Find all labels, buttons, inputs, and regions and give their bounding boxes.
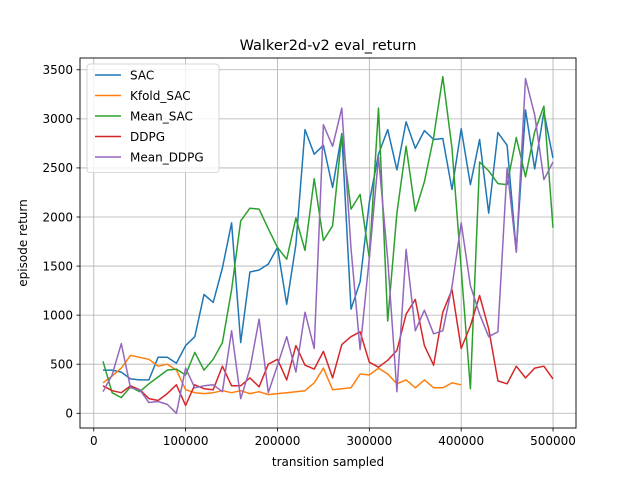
x-tick-label: 100000 xyxy=(163,434,209,448)
series-line-sac xyxy=(103,109,554,381)
axis-ticks: 0 100000 200000 300000 400000 500000 0 500 1000 1… xyxy=(42,63,575,448)
y-tick-label: 1500 xyxy=(42,259,73,273)
legend-label: Mean_DDPG xyxy=(130,150,204,164)
legend-label: Kfold_SAC xyxy=(130,89,191,103)
series-line-ddpg xyxy=(102,288,554,407)
x-tick-label: 0 xyxy=(90,434,98,448)
y-tick-label: 3500 xyxy=(42,63,73,77)
y-tick-label: 3000 xyxy=(42,112,73,126)
y-tick-label: 0 xyxy=(65,407,73,421)
y-tick-label: 1000 xyxy=(42,308,73,322)
chart-title: Walker2d-v2 eval_return xyxy=(240,38,417,54)
x-axis-label: transition sampled xyxy=(272,455,384,469)
y-axis-label: episode return xyxy=(16,199,30,286)
series-line-mean-ddpg xyxy=(102,77,554,415)
y-tick-label: 2000 xyxy=(42,210,73,224)
x-tick-label: 200000 xyxy=(255,434,301,448)
y-tick-label: 2500 xyxy=(42,161,73,175)
series-line-mean-sac xyxy=(102,75,554,399)
legend-label: DDPG xyxy=(130,130,165,144)
plot-area-frame xyxy=(79,57,577,429)
y-tick-label: 500 xyxy=(50,358,73,372)
x-tick-label: 300000 xyxy=(346,434,392,448)
series-line-kfold-sac xyxy=(102,354,462,396)
x-tick-label: 400000 xyxy=(438,434,484,448)
legend-label: SAC xyxy=(130,68,154,82)
x-tick-label: 500000 xyxy=(530,434,576,448)
series-lines xyxy=(102,75,554,415)
legend-label: Mean_SAC xyxy=(130,109,193,123)
grid-lines xyxy=(80,58,576,428)
legend-box xyxy=(86,63,220,173)
legend: SAC Kfold_SAC Mean_SAC DDPG Mean_DDPG xyxy=(86,63,220,173)
